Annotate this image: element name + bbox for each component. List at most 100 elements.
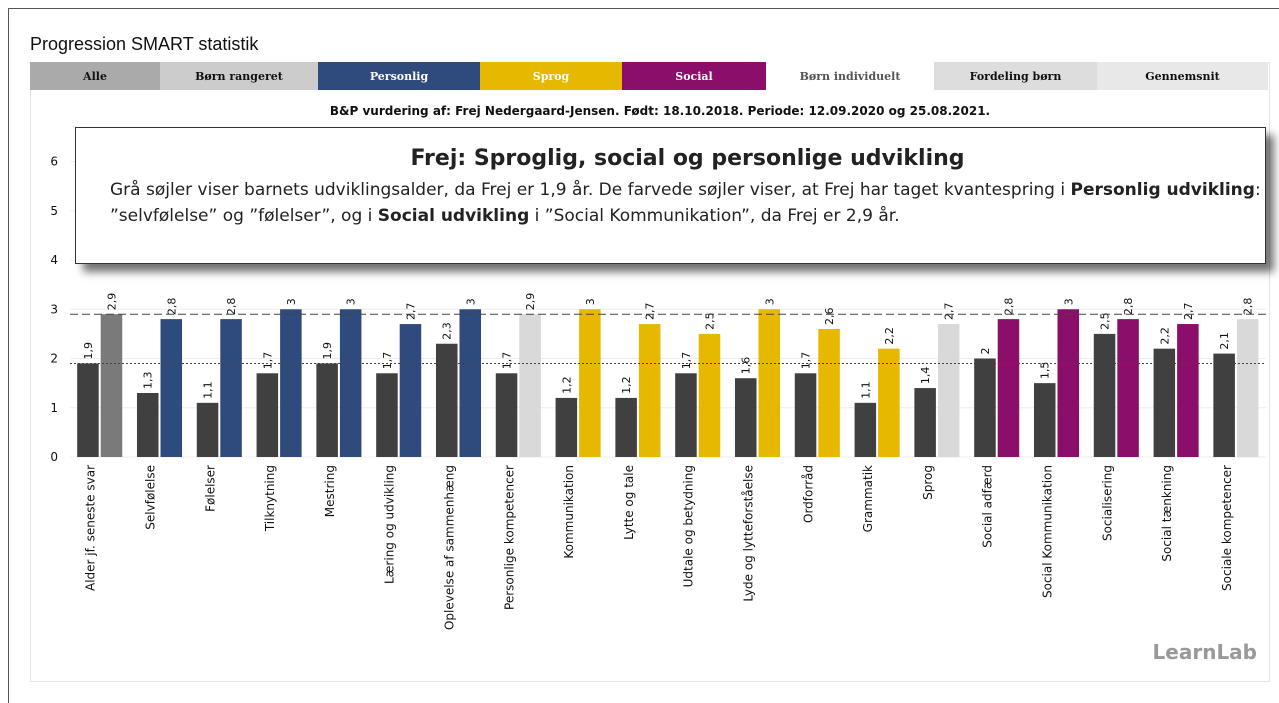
bar (1033, 383, 1056, 457)
value-label: 3 (1062, 298, 1075, 305)
y-tick-label: 3 (50, 302, 58, 316)
value-label: 2,8 (225, 298, 238, 316)
value-label: 1,9 (82, 342, 95, 360)
value-label: 1,7 (261, 352, 274, 370)
x-tick-label: Sociale kompetencer (1220, 465, 1234, 591)
bar (519, 314, 541, 457)
bar (160, 319, 183, 457)
bar (974, 358, 996, 457)
y-tick-label: 1 (50, 401, 58, 415)
tab[interactable]: Fordeling børn (934, 62, 1097, 90)
x-tick-label: Social tænkning (1160, 465, 1174, 562)
tab[interactable]: Alle (30, 62, 160, 90)
callout-body: Grå søjler viser barnets udviklingsalder… (110, 177, 1265, 229)
bar (1117, 319, 1139, 457)
bar (734, 378, 757, 457)
chart-subtitle: B&P vurdering af: Frej Nedergaard-Jensen… (330, 104, 990, 118)
x-tick-label: Social adfærd (981, 465, 995, 548)
y-tick-label: 5 (50, 204, 58, 218)
value-label: 3 (464, 298, 477, 305)
bar (495, 373, 518, 457)
x-tick-label: Tilknytning (263, 465, 277, 532)
value-label: 2,2 (1158, 327, 1171, 345)
value-label: 1,1 (202, 381, 215, 399)
bar (878, 348, 900, 457)
tab-bar: Alle Børn rangeret Personlig Sprog Social Bør… (30, 62, 1268, 90)
bar (1213, 353, 1235, 457)
value-label: 1,2 (620, 376, 633, 394)
tab[interactable]: Sprog (480, 62, 622, 90)
bar (280, 309, 302, 457)
bar (1093, 333, 1116, 457)
bar (1236, 319, 1259, 457)
value-label: 2,7 (1182, 303, 1195, 321)
bar (77, 363, 99, 457)
x-tick-label: Socialisering (1100, 465, 1114, 541)
x-tick-label: Oplevelse af sammenhæng (443, 465, 457, 630)
value-label: 1,3 (142, 371, 155, 389)
value-label: 2 (979, 348, 992, 355)
y-tick-label: 4 (50, 253, 58, 267)
bold-text: Personlig udvikling (1070, 180, 1255, 200)
value-label: 2,6 (823, 307, 836, 325)
value-label: 2,8 (1122, 298, 1135, 316)
x-tick-label: Kommunikation (562, 465, 576, 559)
frame (8, 8, 1279, 703)
value-label: 2,5 (1099, 312, 1112, 330)
bar (459, 309, 482, 457)
value-label: 3 (285, 298, 298, 305)
x-tick-label: Lyde og lytteforståelse (742, 465, 756, 602)
tab[interactable]: Børn individuelt (766, 62, 934, 90)
tab[interactable]: Gennemsnit (1097, 62, 1268, 90)
x-tick-label: Læring og udvikling (383, 465, 397, 584)
x-tick-label: Ordforråd (801, 465, 815, 523)
bar (399, 324, 422, 457)
bar (914, 388, 936, 457)
bar (818, 328, 840, 457)
value-label: 2,1 (1218, 332, 1231, 350)
bar (100, 314, 123, 457)
x-tick-label: Personlige kompetencer (502, 465, 516, 610)
value-label: 3 (584, 298, 597, 305)
x-tick-label: Lytte og tale (622, 465, 636, 540)
value-label: 2,8 (1242, 298, 1255, 316)
bar (220, 319, 242, 457)
bar (698, 333, 721, 457)
tab[interactable]: Social (622, 62, 766, 90)
bar (339, 309, 362, 457)
value-label: 2,2 (883, 327, 896, 345)
bar (997, 319, 1020, 457)
y-tick-label: 2 (50, 352, 58, 366)
tab[interactable]: Personlig (318, 62, 480, 90)
bar (1177, 324, 1199, 457)
callout: Frej: Sproglig, social og personlige udv… (75, 127, 1266, 264)
bar (1153, 348, 1176, 457)
bar (794, 373, 817, 457)
bar (376, 373, 398, 457)
bar (196, 402, 219, 457)
bar (256, 373, 279, 457)
value-label: 1,4 (919, 367, 932, 385)
value-label: 1,7 (381, 352, 394, 370)
value-label: 1,6 (740, 357, 753, 375)
value-label: 2,9 (105, 293, 118, 311)
value-label: 1,5 (1039, 362, 1052, 380)
value-label: 1,7 (680, 352, 693, 370)
y-tick-label: 0 (50, 450, 58, 464)
bar (1057, 309, 1080, 457)
bold-text: Social udvikling (377, 206, 530, 226)
bar (854, 402, 877, 457)
bar (555, 397, 578, 457)
callout-title: Frej: Sproglig, social og personlige udv… (410, 146, 965, 171)
bar (675, 373, 697, 457)
tab[interactable]: Børn rangeret (160, 62, 318, 90)
bar (758, 309, 781, 457)
value-label: 2,7 (644, 303, 657, 321)
y-tick-label: 6 (50, 155, 58, 169)
logo: LearnLab (1152, 640, 1257, 664)
value-label: 1,2 (560, 376, 573, 394)
x-tick-label: Alder jf. seneste svar (84, 465, 98, 591)
text: i ”Social Kommunikation”, da Frej er 2,9… (529, 206, 900, 226)
